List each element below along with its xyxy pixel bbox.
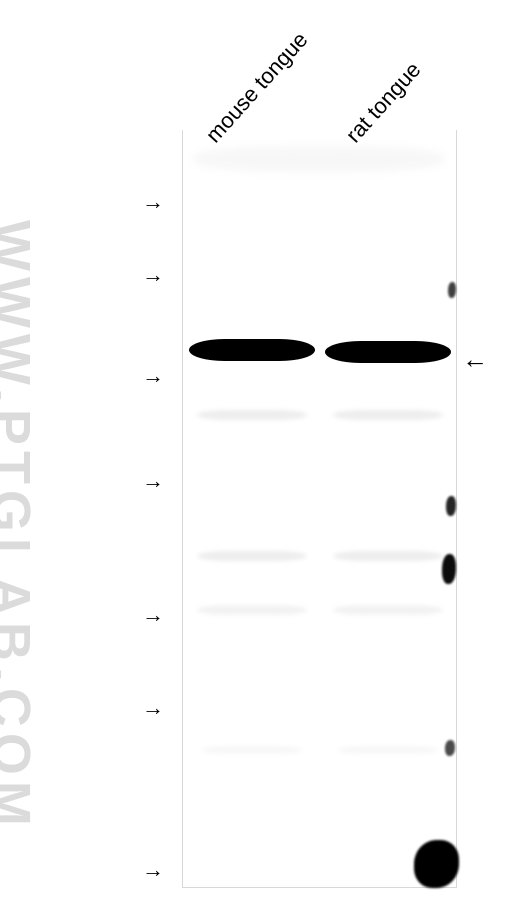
marker-arrow-icon: →: [142, 363, 164, 389]
blot-band: [338, 746, 438, 754]
marker-arrow-icon: →: [142, 262, 164, 288]
marker-arrow-icon: →: [142, 695, 164, 721]
marker-arrow-icon: →: [142, 857, 164, 883]
blot-band: [197, 605, 307, 615]
edge-artifact: [448, 282, 456, 298]
marker-arrow-icon: →: [142, 468, 164, 494]
edge-artifact: [442, 554, 456, 584]
blot-band: [333, 605, 443, 615]
blot-band: [333, 410, 443, 420]
smudge: [194, 146, 444, 172]
marker-arrow-icon: →: [142, 189, 164, 215]
blot-border: [182, 130, 457, 888]
blot-band: [197, 410, 307, 420]
watermark-text: WWW.PTGLAB.COM: [0, 220, 42, 832]
edge-artifact: [446, 496, 456, 516]
blot-band: [325, 341, 451, 363]
blot-band: [333, 551, 443, 561]
blot-band: [189, 339, 315, 361]
edge-artifact: [445, 740, 455, 756]
edge-artifact: [414, 840, 459, 888]
blot-band: [197, 551, 307, 561]
blot-band: [202, 746, 302, 754]
western-blot-figure: WWW.PTGLAB.COM mouse tonguerat tongue 25…: [0, 0, 520, 903]
target-band-arrow: ←: [462, 344, 488, 375]
marker-arrow-icon: →: [142, 602, 164, 628]
